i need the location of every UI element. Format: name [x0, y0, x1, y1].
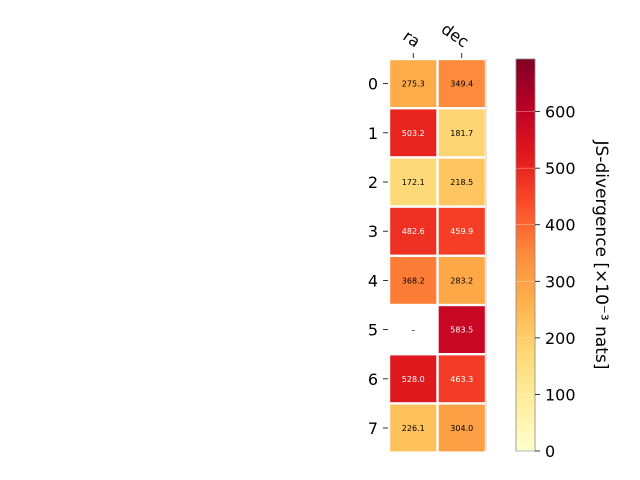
heatmap-cell	[438, 207, 485, 255]
heatmap-cell	[438, 404, 485, 452]
cell-value-label: 283.2	[450, 276, 473, 285]
heatmap-cell	[390, 158, 437, 206]
row-tick-label: 7	[368, 419, 378, 438]
cell-value-label: 181.7	[450, 129, 473, 138]
row-tick-label: 1	[368, 124, 378, 143]
cell-value-label: 275.3	[402, 80, 425, 89]
row-tick-label: 2	[368, 173, 378, 192]
cell-value-label: 459.9	[450, 227, 473, 236]
cell-value-label: 226.1	[402, 424, 425, 433]
row-tick-label: 0	[368, 75, 378, 94]
heatmap-cell	[438, 109, 485, 157]
row-tick-label: 4	[368, 271, 378, 290]
heatmap-cell	[390, 109, 437, 157]
cell-value-label: 528.0	[402, 375, 425, 384]
cell-value-label: 349.4	[450, 80, 473, 89]
row-tick-label: 3	[368, 222, 378, 241]
heatmap-cell	[390, 257, 437, 304]
cell-value-label: 304.0	[450, 424, 473, 433]
cell-value-label: 503.2	[402, 129, 425, 138]
heatmap-cell	[390, 404, 437, 452]
colorbar-tick-label: 500	[545, 159, 576, 178]
cell-value-label: 368.2	[402, 276, 425, 285]
colorbar-tick-label: 0	[545, 442, 555, 461]
colorbar-tick-label: 200	[545, 329, 576, 348]
column-tick-label: ra	[400, 26, 424, 51]
heatmap-grid: 275.3 349.4 503.2 181.7 172.1 218.5 482.6 459.9…	[390, 60, 485, 452]
cell-value-label: 463.3	[450, 375, 473, 384]
row-tick-label: 6	[368, 370, 378, 389]
colorbar-tick-label: 400	[545, 216, 576, 235]
colorbar: 0 100 200 300 400 500 600 JS-divergence [×10⁻³ …	[515, 58, 611, 461]
heatmap-cell	[438, 158, 485, 206]
cell-value-label: 482.6	[402, 227, 425, 236]
row-tick-label: 5	[368, 321, 378, 340]
heatmap-cell	[390, 60, 437, 107]
heatmap-cell	[438, 306, 485, 353]
heatmap-cell	[438, 257, 485, 304]
colorbar-gradient	[515, 58, 536, 452]
cell-value-label: 218.5	[450, 178, 473, 187]
colorbar-label: JS-divergence [×10⁻³ nats]	[591, 140, 611, 370]
colorbar-tick-label: 300	[545, 272, 576, 291]
colorbar-tick-label: 600	[545, 103, 576, 122]
cell-value-label: 172.1	[402, 178, 425, 187]
heatmap-cell	[390, 355, 437, 403]
cell-value-label: –	[411, 326, 415, 335]
column-tick-label: dec	[438, 19, 472, 51]
heatmap-cell	[390, 207, 437, 255]
heatmap-cell	[438, 60, 485, 107]
cell-value-label: 583.5	[450, 326, 473, 335]
colorbar-tick-label: 100	[545, 385, 576, 404]
heatmap-cell	[438, 355, 485, 403]
